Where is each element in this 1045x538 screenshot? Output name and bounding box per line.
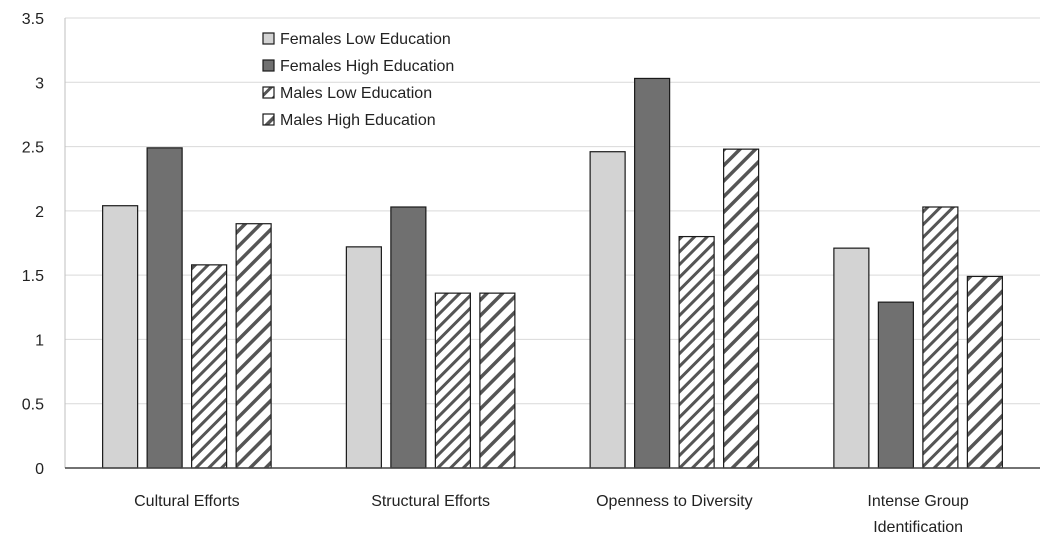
bars bbox=[102, 77, 1003, 469]
bar-males-high-education bbox=[723, 148, 760, 469]
bar-females-high-education bbox=[634, 77, 671, 469]
x-category-label: Structural Efforts bbox=[371, 493, 490, 510]
legend-swatch bbox=[262, 59, 275, 72]
x-category-label: Intense Group bbox=[867, 493, 969, 510]
y-tick-label: 1 bbox=[35, 332, 44, 349]
legend-label: Males Low Education bbox=[280, 85, 432, 102]
x-category-label: Identification bbox=[873, 519, 963, 536]
bar-females-high-education bbox=[146, 147, 183, 469]
y-tick-label: 3 bbox=[35, 75, 44, 92]
x-category-label: Cultural Efforts bbox=[134, 493, 240, 510]
bar-females-low-education bbox=[102, 205, 139, 469]
y-tick-label: 2.5 bbox=[22, 140, 44, 157]
x-category-label: Openness to Diversity bbox=[596, 493, 753, 510]
bar-females-low-education bbox=[589, 151, 626, 469]
axes bbox=[64, 18, 1040, 469]
bar-males-high-education bbox=[966, 275, 1003, 469]
legend-swatch bbox=[262, 86, 275, 99]
y-axis-tick-labels: 0 0.5 1 1.5 2 2.5 3 3.5 bbox=[22, 11, 44, 478]
y-tick-label: 2 bbox=[35, 204, 44, 221]
bar-females-high-education bbox=[877, 301, 914, 469]
legend-swatch bbox=[262, 113, 275, 126]
bar-females-low-education bbox=[345, 246, 382, 469]
legend-label: Males High Education bbox=[280, 112, 436, 129]
y-tick-label: 1.5 bbox=[22, 268, 44, 285]
bar-females-high-education bbox=[390, 206, 427, 469]
legend-label: Females High Education bbox=[280, 58, 454, 75]
bar-males-high-education bbox=[235, 223, 272, 469]
legend: Females Low Education Females High Educat… bbox=[262, 31, 454, 129]
bar-males-low-education bbox=[434, 292, 471, 469]
bar-males-low-education bbox=[191, 264, 228, 469]
y-tick-label: 0 bbox=[35, 461, 44, 478]
y-tick-label: 0.5 bbox=[22, 397, 44, 414]
gridlines bbox=[65, 17, 1040, 405]
legend-swatch bbox=[262, 32, 275, 45]
bar-males-high-education bbox=[479, 292, 516, 469]
x-axis-category-labels: Cultural Efforts Structural Efforts Openne… bbox=[134, 493, 969, 536]
bar-females-low-education bbox=[833, 247, 870, 469]
legend-label: Females Low Education bbox=[280, 31, 451, 48]
bar-males-low-education bbox=[678, 235, 715, 469]
y-tick-label: 3.5 bbox=[22, 11, 44, 28]
bar-males-low-education bbox=[922, 206, 959, 469]
